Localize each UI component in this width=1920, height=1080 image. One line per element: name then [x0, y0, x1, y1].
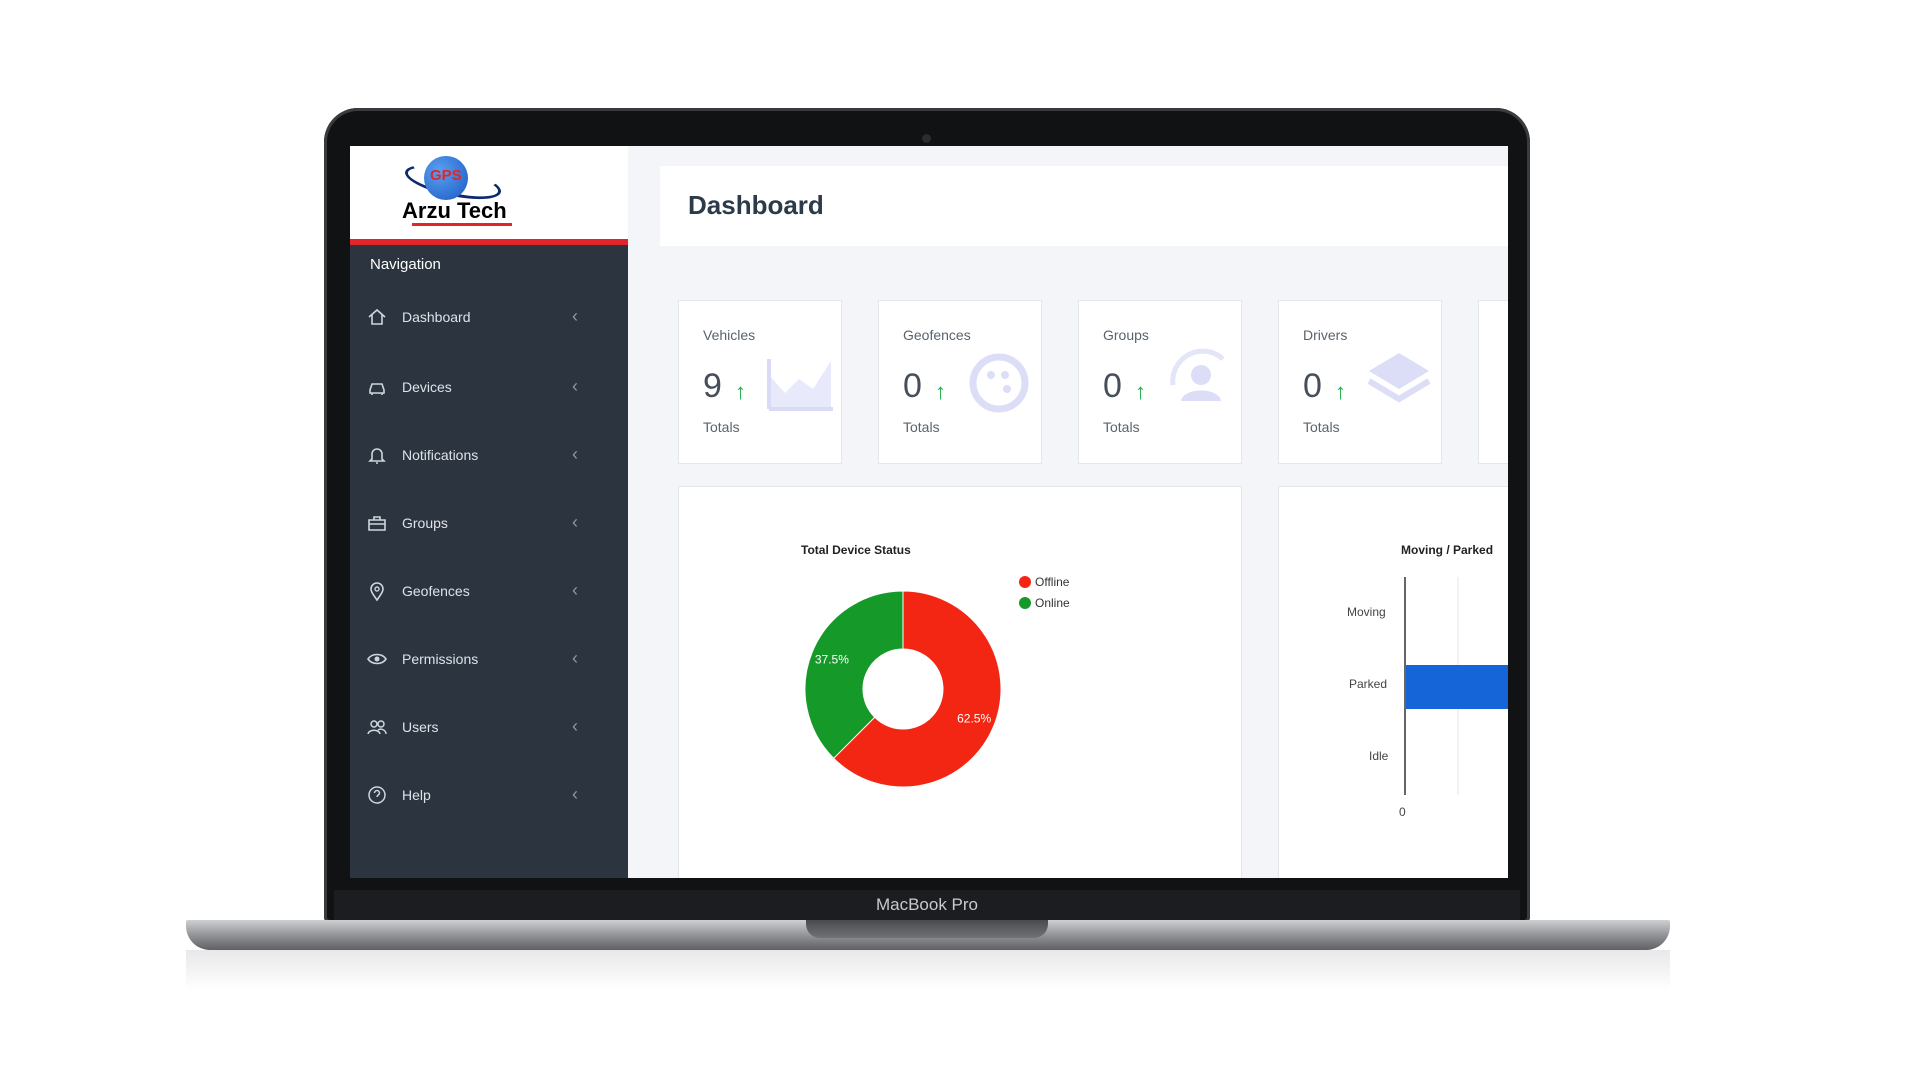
legend-label: Online: [1035, 596, 1070, 610]
y-tick-label: Moving: [1347, 605, 1386, 619]
globe-icon: [424, 156, 468, 200]
stat-title: Drivers: [1303, 327, 1348, 343]
legend-item-offline[interactable]: Offline: [1019, 575, 1069, 589]
arrow-up-icon: ↑: [1135, 379, 1146, 404]
arrow-up-icon: ↑: [935, 379, 946, 404]
sidebar-item-label: Dashboard: [402, 309, 471, 325]
sidebar-item-label: Geofences: [402, 583, 470, 599]
screen: GPS Arzu Tech Navigation Dashboard ‹ Dev…: [350, 146, 1508, 878]
arrow-up-icon: ↑: [1335, 379, 1346, 404]
bar-chart: [1404, 577, 1508, 795]
stat-value: 9: [703, 367, 722, 405]
laptop-notch: [806, 920, 1048, 938]
sidebar-item-permissions[interactable]: Permissions ‹: [350, 640, 628, 680]
sidebar-item-label: Users: [402, 719, 439, 735]
slice-value-label: 62.5%: [957, 711, 991, 725]
logo-tagline-bar: [412, 223, 512, 226]
user-group-icon: [1170, 348, 1225, 401]
donut-chart: 62.5% 37.5%: [804, 590, 1002, 788]
sidebar-item-users[interactable]: Users ‹: [350, 708, 628, 748]
legend-item-online[interactable]: Online: [1019, 596, 1070, 610]
sidebar-item-label: Help: [402, 787, 431, 803]
stat-title: Geofences: [903, 327, 971, 343]
chevron-left-icon: ‹: [572, 784, 578, 804]
palette-icon: [969, 353, 1029, 413]
laptop-shadow: [186, 950, 1670, 990]
logo[interactable]: GPS Arzu Tech: [350, 146, 628, 245]
sidebar-item-devices[interactable]: Devices ‹: [350, 368, 628, 408]
stat-footer: Totals: [903, 419, 940, 435]
sidebar: GPS Arzu Tech Navigation Dashboard ‹ Dev…: [350, 146, 628, 878]
eye-icon: [367, 653, 387, 665]
chevron-left-icon: ‹: [572, 580, 578, 600]
stat-value: 0: [1103, 367, 1122, 405]
briefcase-icon: [368, 516, 386, 531]
main-content: Dashboard Vehicles 9 ↑ Totals Geofences …: [628, 146, 1508, 878]
stat-value: 0: [1303, 367, 1322, 405]
users-icon: [367, 720, 387, 735]
stat-title: Vehicles: [703, 327, 756, 343]
moving-parked-panel: Moving / Parked Moving Parked Idle 0: [1278, 486, 1508, 878]
stat-value: 0: [903, 367, 922, 405]
sidebar-item-label: Notifications: [402, 447, 479, 463]
page-header: Dashboard: [660, 166, 1508, 246]
chevron-left-icon: ‹: [572, 376, 578, 396]
chevron-left-icon: ‹: [572, 444, 578, 464]
chevron-left-icon: ‹: [572, 716, 578, 736]
help-icon: [368, 786, 386, 804]
camera-icon: [922, 134, 931, 143]
chart-title: Total Device Status: [801, 543, 911, 557]
chevron-left-icon: ‹: [572, 306, 578, 326]
pie-slice-offline[interactable]: [832, 590, 1002, 788]
stat-card-partial[interactable]: [1478, 300, 1508, 464]
home-icon: [368, 308, 386, 325]
chevron-left-icon: ‹: [572, 512, 578, 532]
stat-card-geofences[interactable]: Geofences 0 ↑ Totals: [878, 300, 1042, 464]
sidebar-item-groups[interactable]: Groups ‹: [350, 504, 628, 544]
sidebar-item-geofences[interactable]: Geofences ‹: [350, 572, 628, 612]
line-chart-icon: [767, 359, 833, 411]
page-title: Dashboard: [688, 190, 824, 220]
sidebar-item-notifications[interactable]: Notifications ‹: [350, 436, 628, 476]
stat-title: Groups: [1103, 327, 1149, 343]
stat-card-groups[interactable]: Groups 0 ↑ Totals: [1078, 300, 1242, 464]
chevron-left-icon: ‹: [572, 648, 578, 668]
device-status-panel: Total Device Status 62.5% 37.5% Offline O…: [678, 486, 1242, 878]
sidebar-item-label: Devices: [402, 379, 452, 395]
nav-title: Navigation: [370, 256, 441, 273]
arrow-up-icon: ↑: [735, 379, 746, 404]
bell-icon: [368, 448, 386, 464]
y-tick-label: Idle: [1369, 749, 1389, 763]
stat-card-drivers[interactable]: Drivers 0 ↑ Totals: [1278, 300, 1442, 464]
x-tick-label: 0: [1399, 805, 1406, 819]
sidebar-item-help[interactable]: Help ‹: [350, 776, 628, 816]
sidebar-item-label: Groups: [402, 515, 448, 531]
device-label: MacBook Pro: [334, 890, 1520, 920]
stat-footer: Totals: [1103, 419, 1140, 435]
chart-title: Moving / Parked: [1401, 543, 1494, 557]
y-tick-label: Parked: [1349, 677, 1388, 691]
car-icon: [369, 383, 385, 395]
legend-swatch-online: [1019, 597, 1031, 609]
legend-swatch-offline: [1019, 576, 1031, 588]
pie-slice-online[interactable]: [804, 590, 904, 760]
layers-icon: [1367, 353, 1431, 403]
logo-badge: GPS: [430, 167, 462, 184]
slice-value-label: 37.5%: [815, 653, 849, 667]
sidebar-item-dashboard[interactable]: Dashboard ‹: [350, 298, 628, 338]
map-pin-icon: [370, 582, 384, 602]
stat-card-vehicles[interactable]: Vehicles 9 ↑ Totals: [678, 300, 842, 464]
stat-footer: Totals: [703, 419, 740, 435]
logo-name: Arzu Tech: [402, 198, 507, 223]
sidebar-item-label: Permissions: [402, 651, 479, 667]
bar-parked[interactable]: [1406, 665, 1508, 709]
legend-label: Offline: [1035, 575, 1070, 589]
stat-footer: Totals: [1303, 419, 1340, 435]
